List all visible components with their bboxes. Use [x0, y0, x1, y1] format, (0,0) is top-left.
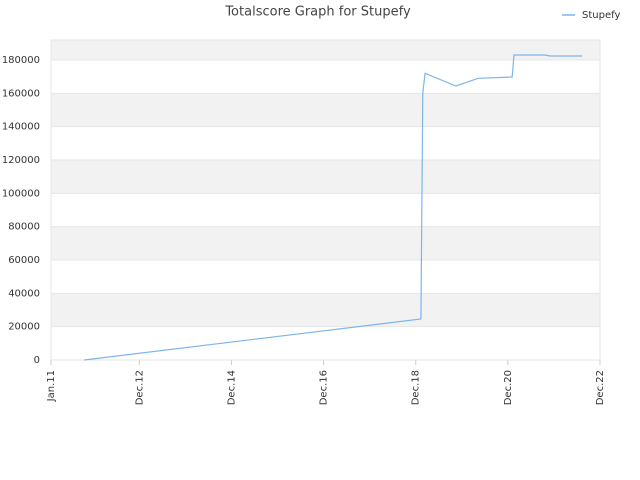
x-tick-label: Jan.11 — [46, 370, 57, 402]
x-tick-label: Dec.12 — [134, 370, 145, 405]
x-tick-label: Dec.20 — [503, 370, 514, 405]
y-tick-label: 180000 — [2, 55, 40, 66]
x-tick-label: Dec.16 — [319, 370, 330, 405]
data-line — [84, 54, 583, 361]
grid-band — [51, 293, 600, 327]
y-tick-label: 120000 — [2, 155, 40, 166]
grid-band — [51, 93, 600, 127]
y-tick-label: 140000 — [2, 122, 40, 133]
grid-band — [51, 226, 600, 260]
x-tick-label: Dec.18 — [411, 370, 422, 405]
x-tick-label: Dec.14 — [226, 370, 237, 405]
y-tick-label: 100000 — [2, 188, 40, 199]
y-tick-label: 0 — [34, 355, 40, 366]
y-tick-label: 80000 — [8, 222, 40, 233]
x-tick-label: Dec.22 — [595, 370, 606, 405]
chart-title: Totalscore Graph for Stupefy — [224, 5, 411, 20]
legend-label: Stupefy — [582, 10, 620, 21]
y-tick-label: 160000 — [2, 88, 40, 99]
y-tick-label: 20000 — [8, 322, 40, 333]
y-tick-label: 60000 — [8, 255, 40, 266]
y-tick-label: 40000 — [8, 288, 40, 299]
grid-band — [51, 40, 600, 60]
grid-band — [51, 160, 600, 194]
